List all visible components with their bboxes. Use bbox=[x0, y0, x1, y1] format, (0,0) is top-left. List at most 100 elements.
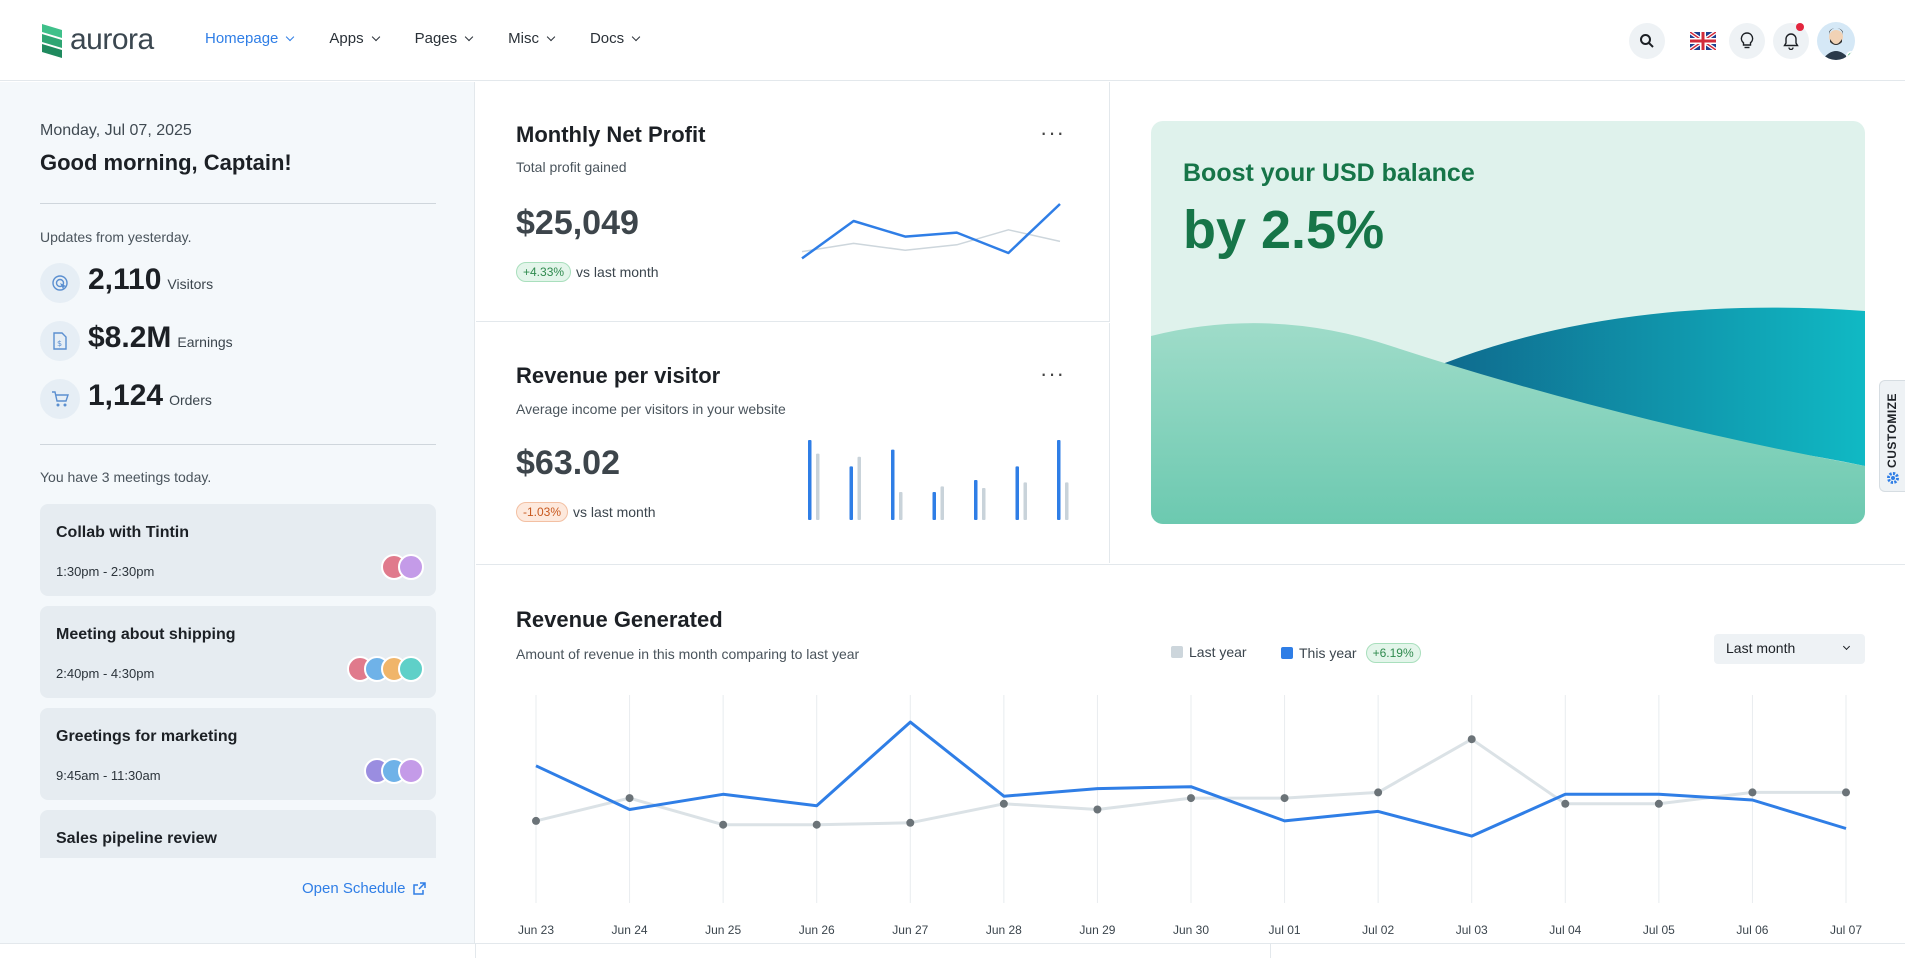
customize-tab[interactable]: CUSTOMIZE bbox=[1879, 380, 1905, 492]
legend-last-year[interactable]: Last year bbox=[1171, 644, 1247, 660]
meeting-card[interactable]: Collab with Tintin 1:30pm - 2:30pm bbox=[40, 504, 436, 596]
stat-earnings: $ $8.2M Earnings bbox=[40, 321, 233, 361]
rpv-bar bbox=[1065, 482, 1069, 520]
app-name: aurora bbox=[70, 23, 154, 56]
profit-baseline bbox=[801, 229, 1061, 253]
stat-orders-value: 1,124 bbox=[88, 379, 164, 412]
monthly-profit-card: Monthly Net Profit Total profit gained ·… bbox=[476, 82, 1110, 322]
greeting: Good morning, Captain! bbox=[40, 150, 292, 175]
rpv-bar-chart bbox=[808, 440, 1069, 520]
last-year-point bbox=[1374, 788, 1383, 797]
user-avatar[interactable] bbox=[1817, 22, 1855, 60]
sidebar: Monday, Jul 07, 2025 Good morning, Capta… bbox=[0, 82, 475, 944]
rpv-bar bbox=[940, 486, 944, 520]
card-title: Monthly Net Profit bbox=[516, 122, 706, 147]
stat-visitors: 2,110 Visitors bbox=[40, 263, 213, 303]
x-tick-label: Jul 01 bbox=[1269, 923, 1301, 937]
change-badge: +4.33% bbox=[516, 262, 572, 282]
stat-orders: 1,124 Orders bbox=[40, 379, 212, 419]
card-title: Revenue per visitor bbox=[516, 363, 721, 388]
stat-visitors-value: 2,110 bbox=[88, 263, 162, 296]
logo[interactable]: aurora bbox=[40, 22, 154, 58]
x-tick-label: Jul 05 bbox=[1643, 923, 1675, 937]
meeting-title: Meeting about shipping bbox=[56, 626, 236, 643]
promo-headline: Boost your USD balance bbox=[1183, 159, 1475, 187]
svg-text:$: $ bbox=[57, 339, 62, 348]
main-nav: Homepage Apps Pages Misc Docs bbox=[205, 30, 675, 47]
chevron-down-icon bbox=[286, 32, 295, 41]
revenue-line-chart: Jun 23 Jun 24 Jun 25 Jun 26 Jun 27 Jun 28 Jun … bbox=[518, 695, 1862, 937]
legend-label: This year bbox=[1299, 645, 1357, 661]
chevron-down-icon bbox=[1842, 642, 1851, 651]
open-schedule-label: Open Schedule bbox=[302, 880, 406, 897]
chevron-down-icon bbox=[546, 32, 556, 41]
more-options-button[interactable]: ··· bbox=[1040, 120, 1065, 145]
x-tick-label: Jul 07 bbox=[1830, 923, 1862, 937]
meeting-card[interactable]: Sales pipeline review bbox=[40, 810, 436, 858]
x-tick-label: Jul 03 bbox=[1456, 923, 1488, 937]
meeting-time: 9:45am - 11:30am bbox=[56, 768, 161, 783]
language-button[interactable] bbox=[1685, 23, 1721, 59]
vs-label: vs last month bbox=[573, 504, 656, 520]
footer-strip bbox=[0, 943, 1905, 958]
nav-docs-label: Docs bbox=[589, 30, 625, 47]
nav-misc[interactable]: Misc bbox=[508, 30, 556, 47]
cart-icon bbox=[40, 379, 80, 419]
last-year-point bbox=[1561, 799, 1570, 808]
x-tick-label: Jun 30 bbox=[1173, 923, 1209, 937]
rpv-bar bbox=[974, 480, 978, 520]
open-schedule-link[interactable]: Open Schedule bbox=[302, 880, 427, 897]
current-date: Monday, Jul 07, 2025 bbox=[40, 122, 192, 139]
nav-homepage-label: Homepage bbox=[205, 30, 279, 47]
nav-docs[interactable]: Docs bbox=[589, 30, 641, 47]
stat-orders-label: Orders bbox=[169, 392, 212, 408]
search-icon bbox=[1640, 34, 1654, 48]
avatar bbox=[398, 554, 424, 580]
legend-label: Last year bbox=[1189, 644, 1247, 660]
nav-apps[interactable]: Apps bbox=[329, 30, 380, 47]
notifications-button[interactable] bbox=[1773, 23, 1809, 59]
online-status-dot bbox=[1846, 51, 1855, 60]
last-year-point bbox=[1748, 788, 1757, 797]
legend-swatch bbox=[1171, 646, 1183, 658]
x-tick-label: Jun 24 bbox=[612, 923, 648, 937]
rpv-bar bbox=[1057, 440, 1061, 520]
x-tick-label: Jul 06 bbox=[1736, 923, 1768, 937]
this-year-line bbox=[535, 720, 1847, 838]
period-select[interactable]: Last month bbox=[1714, 634, 1865, 664]
x-tick-label: Jun 23 bbox=[518, 923, 554, 937]
avatar bbox=[398, 758, 424, 784]
bell-icon bbox=[1783, 33, 1799, 50]
theme-toggle-button[interactable] bbox=[1729, 23, 1765, 59]
meeting-time: 1:30pm - 2:30pm bbox=[56, 564, 155, 579]
rpv-bar bbox=[891, 449, 895, 520]
rpv-bar bbox=[899, 492, 903, 520]
rpv-bar bbox=[816, 453, 820, 520]
card-subtitle: Amount of revenue in this month comparin… bbox=[516, 646, 860, 662]
search-button[interactable] bbox=[1629, 23, 1665, 59]
x-tick-label: Jun 28 bbox=[986, 923, 1022, 937]
avatar bbox=[398, 656, 424, 682]
meeting-time: 2:40pm - 4:30pm bbox=[56, 666, 155, 681]
nav-homepage[interactable]: Homepage bbox=[205, 30, 295, 47]
last-year-point bbox=[906, 818, 915, 827]
wave-illustration bbox=[1151, 307, 1865, 524]
last-year-point bbox=[1187, 794, 1195, 803]
top-actions bbox=[1621, 22, 1855, 60]
last-year-point bbox=[532, 816, 540, 825]
meeting-card[interactable]: Meeting about shipping 2:40pm - 4:30pm bbox=[40, 606, 436, 698]
x-tick-label: Jun 26 bbox=[799, 923, 835, 937]
divider bbox=[40, 444, 436, 445]
nav-pages[interactable]: Pages bbox=[415, 30, 474, 47]
last-year-point bbox=[1093, 805, 1102, 814]
meeting-title: Greetings for marketing bbox=[56, 728, 238, 745]
legend-this-year[interactable]: This year +6.19% bbox=[1281, 643, 1421, 663]
promo-banner[interactable]: Boost your USD balance by 2.5% bbox=[1151, 121, 1865, 524]
revenue-per-visitor-card: Revenue per visitor Average income per v… bbox=[476, 323, 1110, 563]
card-title: Revenue Generated bbox=[516, 607, 723, 632]
rpv-bar bbox=[982, 488, 986, 520]
chevron-down-icon bbox=[371, 32, 380, 41]
more-options-button[interactable]: ··· bbox=[1040, 361, 1065, 386]
meeting-card[interactable]: Greetings for marketing 9:45am - 11:30am bbox=[40, 708, 436, 800]
logo-icon bbox=[42, 24, 62, 58]
